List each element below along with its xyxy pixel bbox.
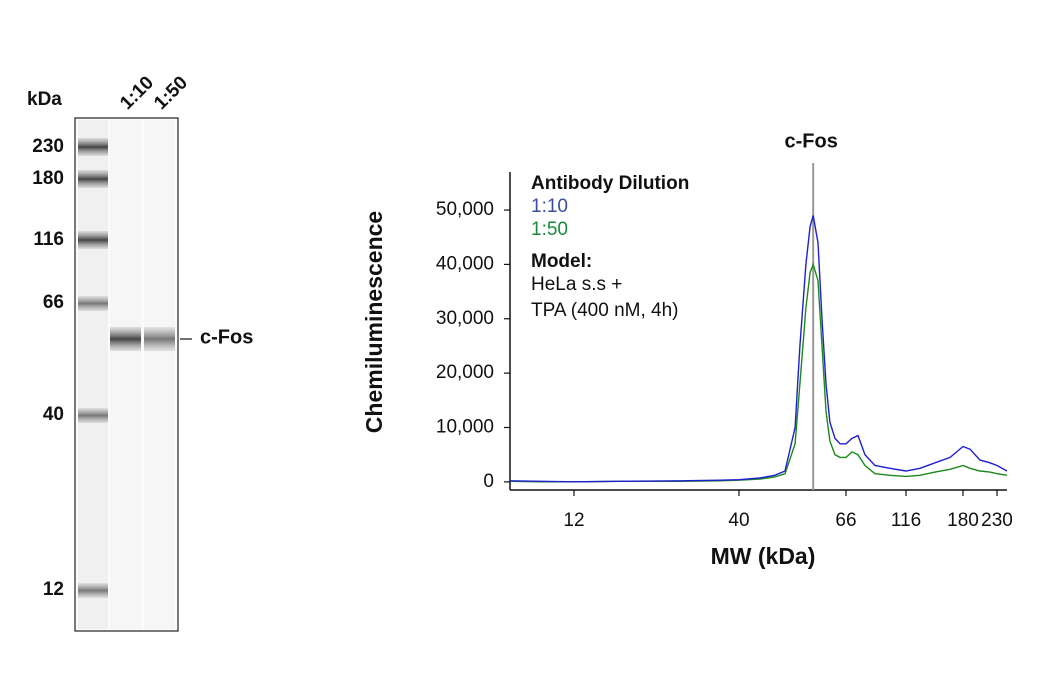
ladder-band	[78, 408, 108, 423]
x-axis-label: MW (kDa)	[711, 543, 816, 569]
marker-label: 66	[43, 292, 64, 313]
annotation: Model:	[531, 251, 592, 272]
marker-label: 180	[32, 168, 64, 189]
x-tick-label: 230	[981, 510, 1013, 531]
kda-label: kDa	[27, 89, 62, 110]
series-line	[509, 215, 1008, 483]
y-tick-label: 30,000	[436, 308, 494, 329]
x-tick-label: 40	[728, 510, 749, 531]
lane-label: 1:10	[116, 72, 158, 114]
y-tick-label: 0	[483, 471, 494, 492]
legend-title: Antibody Dilution	[531, 173, 689, 194]
y-tick-label: 10,000	[436, 417, 494, 438]
marker-label: 12	[43, 579, 64, 600]
series-line	[509, 262, 1008, 483]
x-tick-label: 180	[947, 510, 979, 531]
y-tick-label: 50,000	[436, 199, 494, 220]
annotation: HeLa s.s +	[531, 274, 622, 295]
legend-entry: 1:10	[531, 196, 568, 217]
y-tick-label: 40,000	[436, 253, 494, 274]
ladder-band	[78, 231, 108, 249]
x-tick-label: 116	[891, 510, 921, 531]
y-tick-label: 20,000	[436, 362, 494, 383]
legend-entry: 1:50	[531, 219, 568, 240]
ladder-band	[78, 170, 108, 188]
annotation: TPA (400 nM, 4h)	[531, 300, 679, 321]
ladder-band	[78, 138, 108, 156]
x-tick-label: 66	[835, 510, 856, 531]
marker-label: 116	[33, 229, 64, 250]
chart: 0 10,000 20,000 30,000 40,000 50,000 12 40 66 116…	[361, 130, 1013, 569]
x-tick-label: 12	[563, 510, 584, 531]
lane-label: 1:50	[150, 72, 192, 114]
lane	[110, 120, 141, 629]
blot: kDa 1:10 1:50 230 180 116 66 40 12 c-Fos	[27, 72, 253, 632]
band-label: c-Fos	[200, 326, 253, 348]
reference-label: c-Fos	[784, 130, 837, 152]
marker-label: 230	[32, 136, 64, 157]
ladder-band	[78, 583, 108, 598]
sample-band	[144, 327, 175, 351]
y-axis-label: Chemiluminescence	[361, 211, 387, 433]
ladder-band	[78, 296, 108, 311]
lane	[144, 120, 175, 629]
marker-label: 40	[43, 404, 64, 425]
ladder-lane	[78, 120, 108, 629]
sample-band	[110, 327, 141, 351]
